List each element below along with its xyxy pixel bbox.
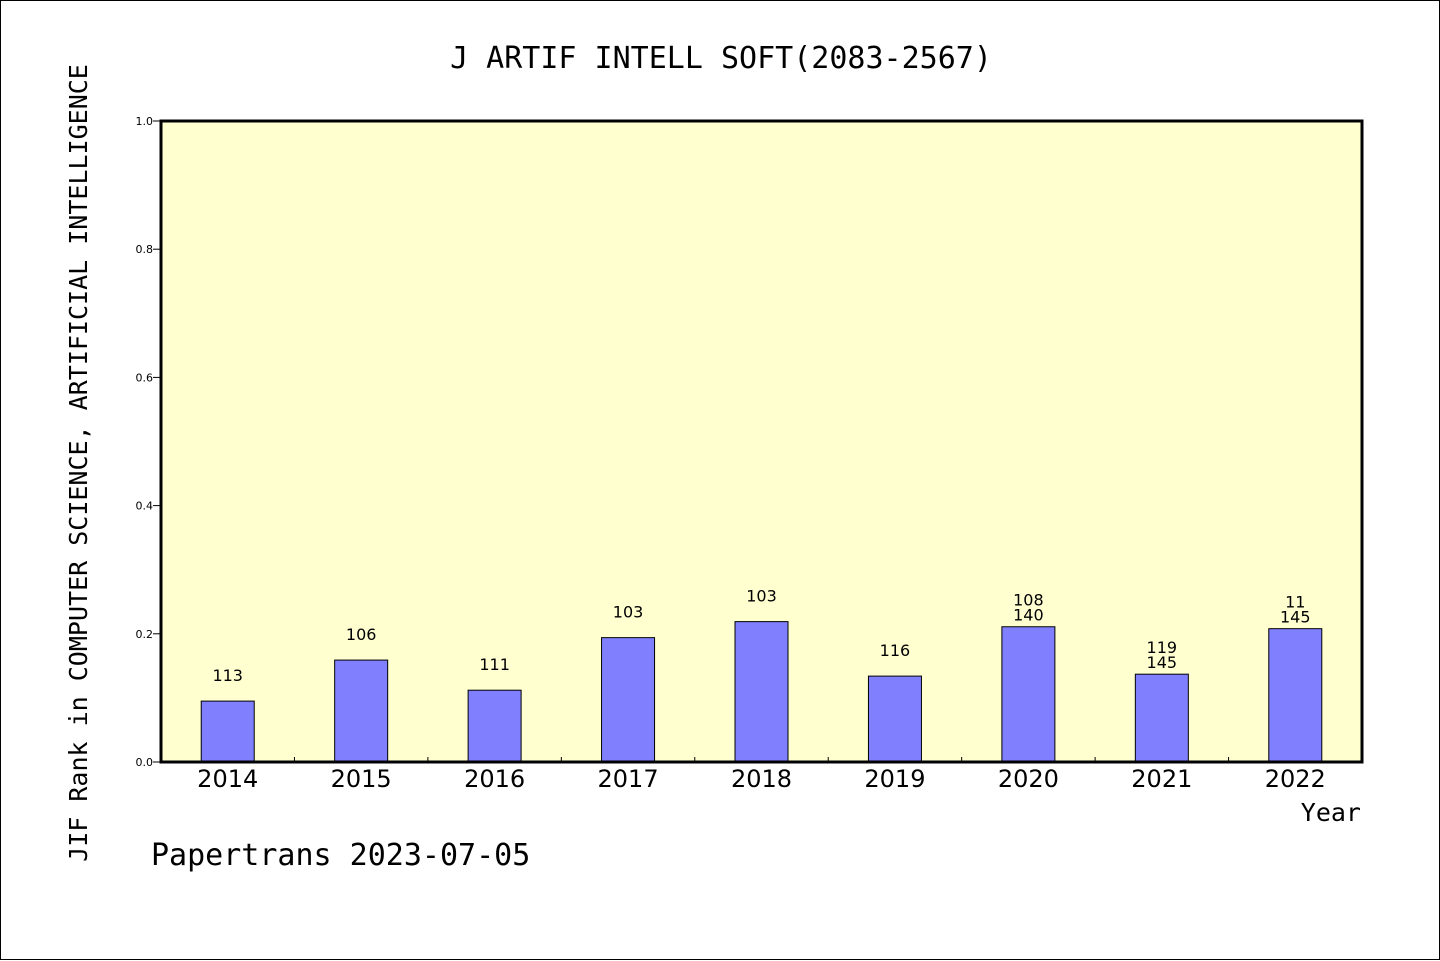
y-tick-label: 0.6 [136,371,154,384]
y-tick-label: 0.4 [136,500,154,513]
data-label: 119 [1147,638,1178,657]
data-label: 103 [613,603,644,622]
y-tick-label: 0.8 [136,243,154,256]
bar-2019 [867,675,922,763]
x-tick-label: 2017 [598,765,659,793]
y-axis-label: JIF Rank in COMPUTER SCIENCE, ARTIFICIAL… [64,64,93,862]
x-axis-label: Year [1301,798,1361,827]
bar-2017 [601,637,656,763]
plot-border [159,119,1364,764]
x-tick-label: 2018 [731,765,792,793]
x-tick-label: 2014 [197,765,258,793]
data-label: 11 [1285,593,1305,612]
x-tick-label: 2022 [1265,765,1326,793]
bar-2021 [1134,673,1189,763]
bar-2020 [1001,626,1056,763]
bar-2014 [200,700,255,763]
data-label: 113 [212,666,243,685]
y-tick-label: 0.2 [136,628,154,641]
data-label: 140 [1013,606,1044,625]
x-tick-label: 2016 [464,765,525,793]
data-label: 145 [1147,653,1178,672]
data-label: 108 [1013,591,1044,610]
data-label: 106 [346,625,377,644]
x-axis: 2014 2015 2016 2017 2018 2019 2020 2021 2022 [197,757,1326,793]
y-tick-label: 0.0 [136,756,154,769]
y-axis: 0.0 0.2 0.4 0.6 0.8 1.0 [136,115,161,769]
bar-2015 [334,659,389,763]
x-tick-label: 2020 [998,765,1059,793]
data-label: 111 [479,655,510,674]
x-tick-label: 2021 [1131,765,1192,793]
bar-2022 [1268,628,1323,763]
credit-text: Papertrans 2023-07-05 [151,838,530,873]
x-tick-label: 2015 [331,765,392,793]
data-label: 145 [1280,608,1311,627]
data-label: 116 [880,641,911,660]
bar-2018 [734,621,789,763]
bar-2016 [467,689,522,763]
y-tick-label: 1.0 [136,115,154,128]
data-label: 103 [746,587,777,606]
chart-title: J ARTIF INTELL SOFT(2083-2567) [450,41,992,76]
x-tick-label: 2019 [864,765,925,793]
